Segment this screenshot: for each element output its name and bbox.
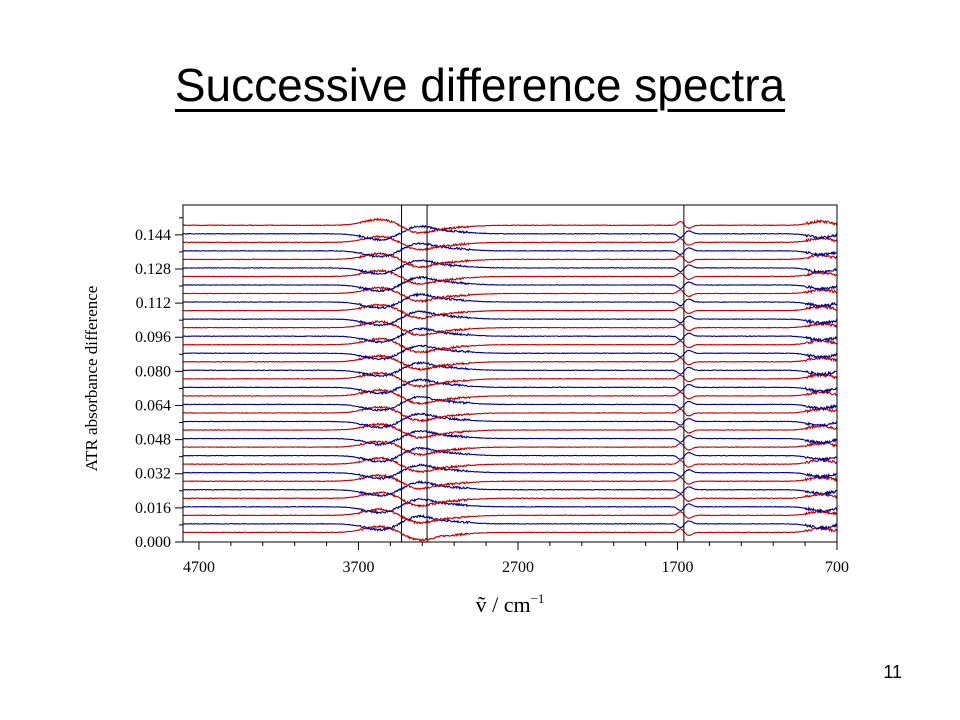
spectrum-line [182,320,838,337]
spectrum-line [183,303,838,320]
x-axis-unit: / cm [487,592,531,617]
x-tick-label: 1700 [661,559,693,576]
spectrum-line [182,387,838,405]
spectrum-line [182,446,838,463]
y-tick-label: 0.016 [135,500,171,517]
x-axis: 4700 3700 2700 1700 700 [183,542,849,576]
spectra-traces [182,217,838,542]
y-tick-label: 0.144 [135,227,171,244]
x-tick-label: 3700 [342,559,374,576]
spectrum-line [182,395,838,412]
plot-frame [182,204,838,543]
spectrum-line [182,473,838,491]
spectrum-line [182,344,838,361]
x-tick-label: 2700 [502,559,534,576]
y-tick-label: 0.080 [135,363,171,380]
spectrum-line [182,242,838,259]
y-tick-label: 0.128 [135,261,171,278]
spectrum-line [182,292,838,310]
x-tick-label: 700 [825,559,849,576]
spectrum-line [182,456,838,474]
y-axis-label: ATR absorbance difference [82,286,101,472]
page-title: Successive difference spectra [174,59,786,111]
spectrum-line [183,422,838,440]
spectrum-line [182,377,838,396]
spectrum-line [182,275,838,293]
spectrum-line [182,353,838,372]
spectrum-line [182,491,838,508]
y-tick-label: 0.048 [135,432,171,449]
spectrum-line [182,463,838,481]
spectrum-line [182,480,838,498]
spectrum-line [182,251,838,269]
spectrum-line [182,224,838,243]
spectrum-line [182,326,838,344]
y-axis: 0.000 0.016 0.032 0.048 0.064 0.080 0.096 0.112… [135,217,183,551]
y-tick-label: 0.000 [135,534,171,551]
x-axis-label: ṽ / cm−1 [476,591,545,617]
x-tick-label: 4700 [183,559,215,576]
spectrum-line [182,412,838,429]
spectrum-line [182,507,838,525]
spectrum-line [182,360,838,378]
spectrum-line [182,524,838,542]
spectrum-line [183,371,838,389]
x-axis-symbol: ṽ [476,592,487,617]
reference-lines [401,205,685,542]
spectrum-line [183,285,838,304]
spectrum-line [182,405,838,423]
spectrum-line [182,217,838,235]
spectrum-line [182,514,838,532]
y-tick-label: 0.064 [135,397,171,414]
spectrum-line [182,310,838,327]
spectrum-line [182,429,837,447]
spectrum-line [182,268,838,286]
spectrum-line [182,440,838,457]
page-number: 11 [883,662,902,682]
spectrum-line [182,498,838,515]
y-tick-label: 0.032 [135,466,171,483]
spectrum-line [182,259,838,276]
y-tick-label: 0.112 [136,295,171,312]
spectrum-line [183,234,838,252]
y-tick-label: 0.096 [135,329,171,346]
x-axis-exponent: −1 [531,591,545,606]
spectrum-line [182,337,838,354]
